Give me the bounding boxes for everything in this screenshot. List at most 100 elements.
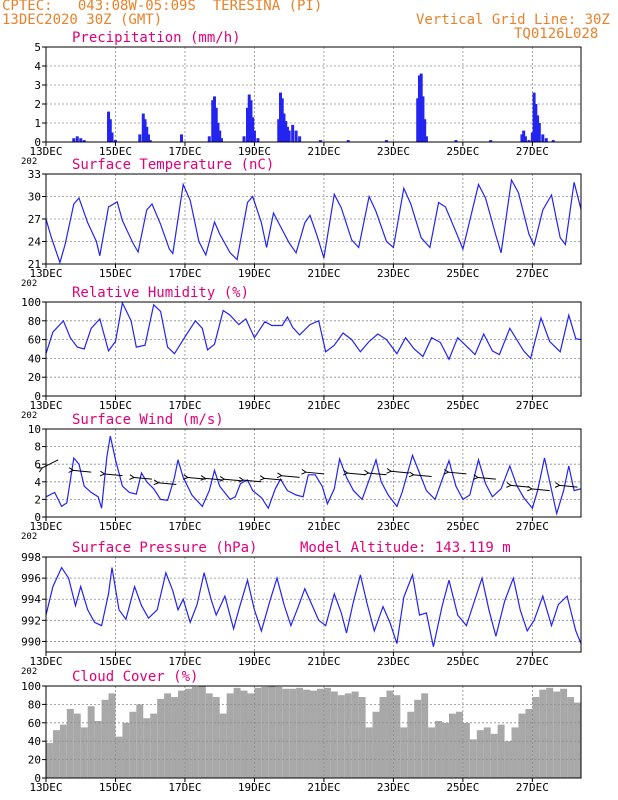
pressure-x-tick-label: 23DEC: [377, 655, 410, 668]
temperature-x-tick-label: 21DEC: [307, 267, 340, 280]
cloud_cover-area-segment: [282, 688, 290, 778]
cloud_cover-area-segment: [358, 697, 366, 778]
precip-bar: [544, 138, 548, 142]
precip-bar: [212, 96, 216, 142]
cloud_cover-y-tick-label: 100: [21, 680, 41, 693]
wind-vector-head: [200, 475, 207, 481]
temperature-y-tick-label: 33: [28, 168, 41, 181]
pressure-y-tick-label: 996: [21, 572, 41, 585]
precip-bar: [551, 140, 555, 142]
cloud_cover-area-segment: [532, 697, 540, 778]
pressure-x-tick-label: 21DEC: [307, 655, 340, 668]
precip-bar: [148, 140, 152, 142]
cloud_cover-area-segment: [553, 691, 561, 778]
precip-bar: [523, 136, 527, 142]
humidity-panel-title: Relative Humidity (%): [72, 285, 249, 301]
wind-y-tick-label: 4: [34, 476, 41, 489]
wind-vector-head: [473, 474, 480, 480]
temperature-panel-title: Surface Temperature (nC): [72, 157, 274, 173]
cloud_cover-area-segment: [344, 693, 352, 778]
humidity-x-tick-label: 27DEC: [516, 399, 549, 412]
wind-x-tick-label: 23DEC: [377, 520, 410, 533]
wind-vector: [305, 471, 324, 475]
precip-bar: [245, 107, 249, 142]
cloud_cover-area-segment: [323, 687, 331, 778]
wind-vector-head: [276, 472, 283, 479]
wind-x-tick-label: 27DEC: [516, 520, 549, 533]
pressure-frame: [45, 556, 582, 653]
temperature-x-tick-label: 19DEC: [238, 267, 271, 280]
cloud_cover-area-segment: [205, 693, 213, 778]
cloud_cover-area-segment: [178, 690, 185, 778]
precip-bar: [454, 140, 458, 142]
cloud_cover-area-segment: [546, 687, 554, 778]
temperature-year-fragment: 202: [21, 279, 37, 289]
humidity-year-fragment: 202: [21, 411, 37, 421]
precip-bar: [489, 140, 493, 142]
precipitation-x-tick-label: 21DEC: [307, 145, 340, 158]
precip-bar: [282, 113, 286, 142]
wind-year-fragment: 202: [21, 532, 37, 542]
pressure-x-tick-label: 15DEC: [99, 655, 132, 668]
humidity-x-tick-label: 15DEC: [99, 399, 132, 412]
precip-bar: [527, 140, 531, 142]
wind-vector-head: [37, 467, 44, 473]
temperature-x-tick-label: 15DEC: [99, 267, 132, 280]
cloud_cover-area-segment: [52, 730, 60, 778]
wind-x-tick-label: 25DEC: [446, 520, 479, 533]
cloud_cover-area-segment: [414, 699, 422, 778]
precip-bar: [522, 130, 526, 142]
cloud_cover-area-segment: [73, 713, 81, 778]
wind-vector-head: [363, 469, 370, 476]
cloud_cover-area-segment: [46, 743, 53, 778]
precip-bar: [256, 138, 260, 142]
precip-bar: [287, 130, 291, 142]
cloud_cover-area-segment: [421, 693, 429, 778]
cloud_cover-area-segment: [455, 711, 463, 778]
pressure-annotation: Model Altitude: 143.119 m: [300, 540, 511, 556]
cloud_cover-area-segment: [407, 711, 415, 778]
wind-vector-head: [238, 476, 245, 483]
temperature-x-tick-label: 13DEC: [29, 267, 62, 280]
precip-bar: [298, 136, 302, 142]
wind-vector: [477, 476, 496, 480]
cloud_cover-area-segment: [247, 693, 255, 778]
wind-vector: [368, 472, 387, 476]
precip-bar: [384, 140, 388, 142]
wind-x-tick-label: 21DEC: [307, 520, 340, 533]
precip-bar: [277, 119, 281, 142]
wind-y-tick-label: 2: [34, 493, 41, 506]
wind-vector: [281, 475, 300, 478]
cloud_cover-area-segment: [539, 689, 547, 778]
cloud_cover-area-segment: [101, 699, 109, 778]
pressure-y-tick-label: 998: [21, 551, 41, 564]
cloud_cover-panel-title: Cloud Cover (%): [72, 669, 198, 685]
wind-vector: [224, 478, 243, 482]
humidity-x-tick-label: 13DEC: [29, 399, 62, 412]
cloud_cover-area-segment: [289, 688, 297, 778]
cloud_cover-area-segment: [164, 693, 172, 778]
pressure-y-tick-label: 992: [21, 614, 41, 627]
cloud_cover-area-segment: [511, 727, 519, 778]
cloud_cover-area-segment: [219, 713, 227, 778]
wind-frame: [45, 428, 582, 518]
cloud_cover-area-segment: [108, 693, 116, 778]
precip-bar: [291, 124, 295, 142]
precipitation-y-tick-label: 3: [34, 79, 41, 92]
wind-series-line: [45, 435, 582, 516]
wind-vector: [41, 459, 59, 469]
precipitation-x-tick-label: 27DEC: [516, 145, 549, 158]
precip-bar: [421, 96, 425, 142]
wind-vector: [73, 469, 92, 473]
wind-x-tick-label: 19DEC: [238, 520, 271, 533]
header-station: CPTEC: 043:08W-05:09S TERESINA (PI): [2, 0, 323, 14]
wind-vector-head: [443, 468, 450, 475]
temperature-y-tick-label: 30: [28, 191, 41, 204]
precip-bar: [138, 134, 142, 142]
wind-vector-head: [301, 468, 308, 475]
cloud_cover-area-segment: [226, 693, 234, 778]
cloud_cover-area-segment: [560, 688, 568, 778]
wind-vector-head: [506, 482, 513, 488]
cloud_cover-area-segment: [574, 702, 581, 778]
wind-vector-head: [554, 482, 561, 488]
